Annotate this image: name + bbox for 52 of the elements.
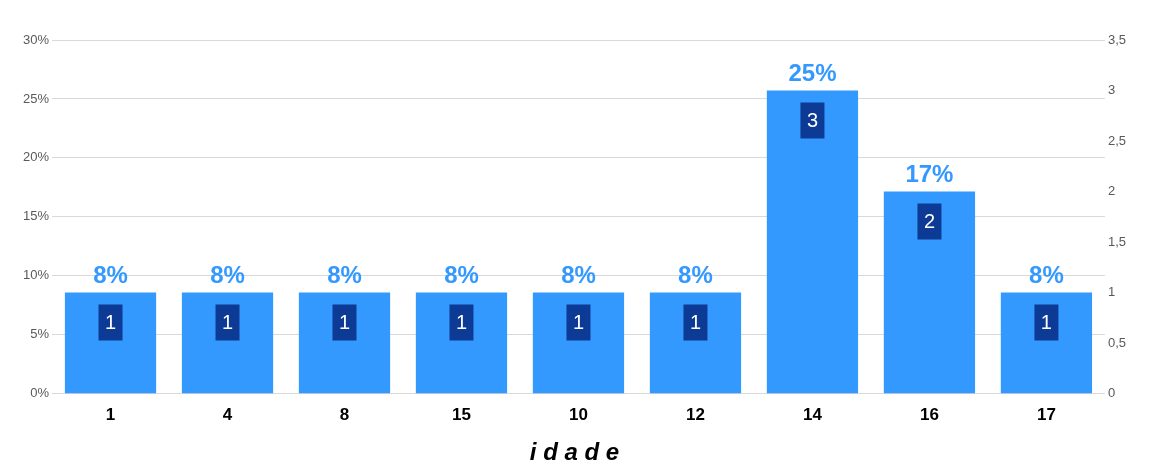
y2-tick-label: 3: [1107, 82, 1116, 98]
x-tick-label: 17: [1036, 405, 1056, 425]
annotation: 25%: [788, 59, 837, 87]
y-tick-label: 10%: [22, 267, 50, 283]
y2-tick-label: 1,5: [1107, 233, 1127, 249]
data-label: 1: [689, 311, 702, 334]
y2-tick-label: 1: [1107, 284, 1116, 300]
x-tick-label: 4: [222, 405, 233, 425]
y-tick-label: 5%: [30, 326, 50, 342]
annotation: 8%: [678, 261, 713, 289]
y2-tick-label: 2: [1107, 183, 1116, 199]
x-tick-label: 8: [339, 405, 350, 425]
data-label: 1: [572, 311, 585, 334]
bar: [298, 292, 391, 394]
bar: [766, 90, 859, 394]
x-tick-label: 15: [452, 405, 471, 425]
bar: [532, 292, 625, 394]
annotation: 8%: [93, 261, 128, 289]
bar: [181, 292, 274, 394]
bar: [64, 292, 157, 394]
data-label: 1: [338, 311, 351, 334]
bar: [1000, 292, 1093, 394]
data-label: 1: [455, 311, 468, 334]
data-label: 1: [221, 311, 234, 334]
y2-tick-label: 2,5: [1107, 132, 1127, 148]
y2-tick-label: 0,5: [1107, 334, 1127, 350]
x-tick-label: 14: [802, 405, 823, 425]
bar: [649, 292, 742, 394]
y-tick-label: 0%: [30, 385, 50, 401]
x-tick-label: 16: [919, 405, 939, 425]
y-tick-label: 30%: [22, 31, 50, 47]
annotation: 8%: [444, 261, 479, 289]
y2-tick-label: 0: [1107, 385, 1116, 401]
x-tick-label: 12: [686, 405, 705, 425]
x-axis-title: i d a d e: [528, 438, 621, 466]
x-tick-label: 1: [105, 405, 116, 425]
annotation: 8%: [327, 261, 362, 289]
y2-tick-label: 3,5: [1107, 31, 1127, 47]
y-tick-label: 20%: [22, 149, 50, 165]
data-label: 3: [806, 109, 819, 132]
annotation: 8%: [210, 261, 245, 289]
y-tick-label: 15%: [22, 208, 50, 224]
bar: [883, 191, 976, 394]
data-label: 2: [923, 210, 936, 233]
annotation: 17%: [905, 160, 954, 188]
y-tick-label: 25%: [22, 90, 50, 106]
data-label: 1: [1040, 311, 1052, 334]
bar: [415, 292, 508, 394]
data-label: 1: [104, 311, 117, 334]
annotation: 8%: [1029, 261, 1064, 289]
annotation: 8%: [561, 261, 596, 289]
x-tick-label: 10: [569, 405, 588, 425]
